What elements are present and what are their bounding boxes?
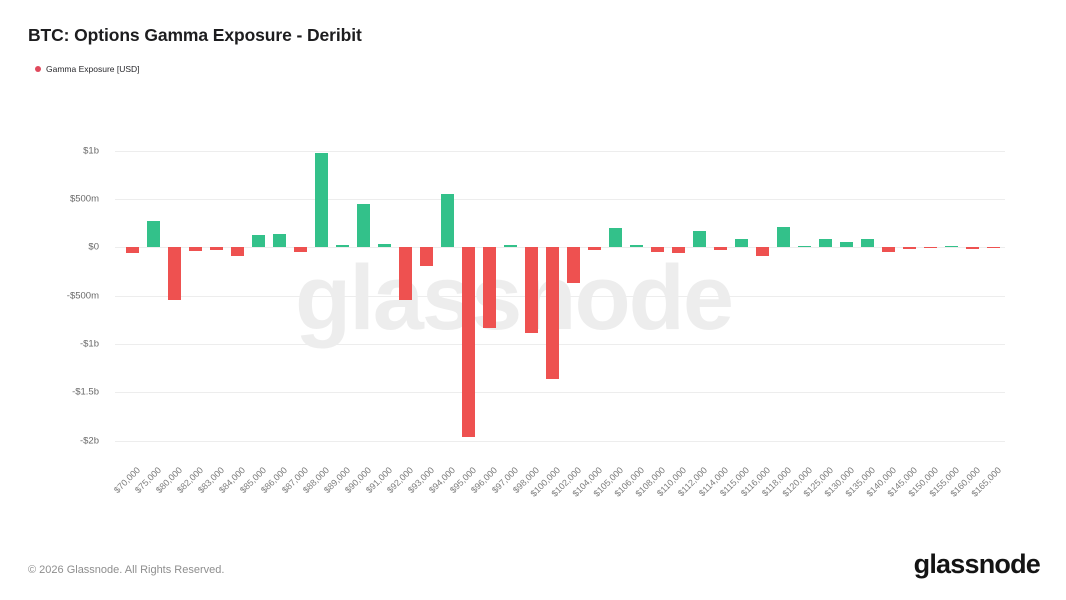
gridline [115,247,1005,249]
bar-118000[interactable] [776,227,790,248]
bar-105000[interactable] [608,227,622,248]
legend-item-gamma-exposure[interactable]: Gamma Exposure [USD] [35,64,140,74]
y-axis-label: -$1.5b [72,386,99,398]
bar-95000[interactable] [461,247,475,438]
y-axis-label: -$500m [66,290,99,302]
bar-98000[interactable] [524,247,538,333]
y-axis: $1b $500m $0 -$500m -$1b -$1.5b -$2b [0,140,107,455]
bar-80000[interactable] [167,247,181,301]
bar-108000[interactable] [650,247,664,253]
bar-70000[interactable] [125,247,139,254]
bar-160000[interactable] [965,247,979,249]
bar-85000[interactable] [251,235,265,248]
y-axis-label: -$1b [79,338,99,350]
bar-93000[interactable] [419,247,433,266]
bar-145000[interactable] [902,247,916,250]
plot-area[interactable]: glassnode $70,000 $75,000 $80,000 $82,000 $8… [112,140,1005,499]
bar-87000[interactable] [293,247,307,252]
bar-102000[interactable] [566,247,580,283]
bar-140000[interactable] [881,247,895,252]
bar-135000[interactable] [860,239,874,248]
bar-82000[interactable] [188,247,202,251]
gridline [115,150,1005,152]
y-axis-label: $0 [88,241,99,253]
bar-130000[interactable] [839,241,853,248]
chart-title: BTC: Options Gamma Exposure - Deribit [28,25,362,45]
bar-75000[interactable] [146,220,160,248]
gridline [115,392,1005,394]
bar-83000[interactable] [209,247,223,250]
bar-125000[interactable] [818,239,832,248]
watermark: glassnode [295,247,734,349]
y-axis-label: -$2b [79,435,99,446]
gridline [115,343,1005,345]
bar-94000[interactable] [440,193,454,248]
bar-84000[interactable] [230,247,244,257]
gridline [115,295,1005,297]
bar-106000[interactable] [629,245,643,248]
bar-91000[interactable] [377,244,391,248]
legend-series-label: Gamma Exposure [USD] [46,64,140,74]
bar-90000[interactable] [356,204,370,248]
bar-120000[interactable] [797,245,811,248]
footer-copyright: © 2026 Glassnode. All Rights Reserved. [28,564,225,576]
gridline [115,440,1005,442]
bar-96000[interactable] [482,247,496,329]
bar-116000[interactable] [755,247,769,257]
bar-100000[interactable] [545,247,559,380]
bar-114000[interactable] [713,247,727,250]
bar-104000[interactable] [587,247,601,250]
bar-112000[interactable] [692,230,706,248]
bar-86000[interactable] [272,234,286,248]
gridline [115,198,1005,200]
bar-150000[interactable] [923,247,937,249]
y-axis-label: $500m [69,193,99,205]
bar-97000[interactable] [503,245,517,248]
bar-115000[interactable] [734,238,748,248]
bar-92000[interactable] [398,247,412,300]
bar-110000[interactable] [671,247,685,253]
bar-165000[interactable] [986,247,1000,249]
y-axis-label: $1b [83,145,99,157]
legend-series-dot-icon [35,66,41,72]
bar-155000[interactable] [944,246,958,248]
glassnode-logo[interactable]: glassnode [913,549,1041,579]
bar-88000[interactable] [314,152,328,248]
bar-89000[interactable] [335,244,349,248]
